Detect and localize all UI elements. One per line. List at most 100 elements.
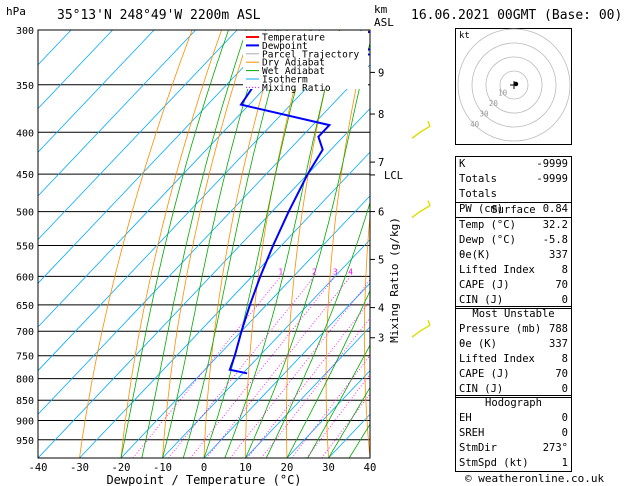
row-label: Lifted Index (459, 353, 535, 365)
legend-label: Wet Adiabat (262, 66, 325, 77)
isotherm (38, 107, 370, 458)
mixing-ratio-label: 1 (278, 267, 283, 276)
pressure-tick-label: 750 (16, 352, 34, 363)
pressure-tick-label: 450 (16, 170, 34, 181)
pressure-tick-label: 350 (16, 81, 34, 92)
hodo-ring (485, 56, 543, 114)
table-row: CIN (J) 0 (456, 382, 571, 397)
y-axis-label: Mixing Ratio (g/kg) (388, 217, 401, 343)
wet-adiabat (203, 30, 312, 458)
isotherm (38, 30, 196, 197)
mixing-ratio-line (291, 354, 370, 458)
row-label: EH (459, 412, 472, 424)
table-row: CAPE (J) 70 (456, 278, 571, 293)
wet-adiabat (245, 41, 370, 458)
isotherm (203, 282, 370, 458)
km-tick-label: 6 (378, 207, 384, 219)
row-value: 70 (555, 368, 568, 380)
table-row: SREH 0 (456, 426, 571, 441)
row-label: StmDir (459, 442, 497, 454)
mixing-ratio-label: 4 (348, 267, 353, 276)
wet-adiabat (162, 30, 267, 458)
row-label: θe (K) (459, 338, 497, 350)
legend-label: Temperature (262, 33, 325, 44)
mixing-ratio-line (132, 276, 282, 458)
hodo-ring-label: 30 (480, 109, 490, 118)
dry-adiabat (325, 30, 369, 458)
plot-frame (37, 29, 371, 459)
dry-adiabat (571, 30, 619, 458)
table-row: Dewp (°C) -5.8 (456, 233, 571, 248)
wet-adiabat (286, 289, 370, 458)
isotherm (79, 151, 370, 458)
mixing-ratio-line (206, 276, 351, 458)
row-value: -5.8 (542, 234, 568, 246)
hodo-storm-motion (513, 81, 519, 87)
row-value: 337 (549, 249, 568, 261)
mixing-ratio-label: 16 (426, 267, 436, 276)
table-row: Pressure (mb) 788 (456, 322, 571, 337)
table-row: Totals Totals -9999 (456, 172, 571, 202)
row-label: StmSpd (kt) (459, 457, 529, 469)
hodo-ring-label: 40 (470, 120, 480, 129)
km-tick-label: 8 (378, 109, 384, 121)
surface-table: Surface Temp (°C) 32.2 Dewp (°C) -5.8 θe(K) 33… (455, 202, 572, 309)
table-row: EH 0 (456, 411, 571, 426)
dry-adiabat (79, 30, 193, 458)
isotherm (245, 326, 370, 458)
mixing-ratio-label: 3 (333, 267, 338, 276)
x-tick-label: -30 (70, 462, 89, 474)
row-value: 8 (561, 353, 568, 365)
legend-label: Isotherm (262, 75, 308, 86)
row-value: 70 (555, 279, 568, 291)
dry-adiabat (364, 211, 370, 458)
dry-adiabat (286, 30, 340, 458)
row-label: CAPE (J) (459, 279, 510, 291)
table-row: StmDir 273° (456, 441, 571, 456)
copyright: © weatheronline.co.uk (465, 472, 605, 485)
isotherm (38, 30, 72, 66)
wet-adiabat (307, 344, 370, 458)
table-row: StmSpd (kt) 1 (456, 456, 571, 471)
row-value: 1 (561, 457, 568, 469)
wet-adiabat (120, 30, 229, 458)
row-label: Totals Totals (459, 173, 497, 200)
hodo-ring (471, 42, 557, 128)
isotherm (286, 370, 370, 458)
dry-adiabat (203, 30, 281, 458)
wind-barb (411, 121, 431, 139)
hodo-ring-label: 10 (498, 88, 508, 97)
datetime-title: 16.06.2021 00GMT (Base: 00) (411, 8, 623, 23)
pressure-tick-label: 400 (16, 128, 34, 139)
mixing-ratio-label: 20 (440, 267, 450, 276)
pressure-tick-label: 850 (16, 396, 34, 407)
table-row: Lifted Index 8 (456, 263, 571, 278)
isotherm (120, 195, 370, 458)
x-tick-label: 30 (322, 462, 335, 474)
row-label: K (459, 158, 466, 170)
mixing-ratio-line (229, 279, 370, 458)
row-label: Lifted Index (459, 264, 535, 276)
row-value: 337 (549, 338, 568, 350)
row-value: 0.84 (542, 203, 568, 215)
table-row: CIN (J) 0 (456, 293, 571, 308)
legend-label: Parcel Trajectory (262, 49, 360, 60)
dewpoint-line (228, 31, 370, 375)
mixing-ratio-line (306, 373, 370, 458)
dry-adiabat (603, 30, 629, 458)
row-label: PW (cm) (459, 203, 504, 215)
wet-adiabat (182, 30, 288, 458)
row-value: -9999 (536, 158, 568, 170)
row-value: 0 (561, 294, 568, 306)
isotherm (38, 30, 238, 241)
row-value: 788 (549, 323, 568, 335)
row-label: Pressure (mb) (459, 323, 542, 335)
pressure-tick-label: 950 (16, 436, 34, 447)
table-title: Most Unstable (472, 308, 555, 320)
mixing-ratio-line (168, 276, 315, 458)
pressure-tick-label: 300 (16, 26, 34, 37)
table-title: Hodograph (485, 397, 542, 409)
table-title: Surface (491, 204, 536, 216)
